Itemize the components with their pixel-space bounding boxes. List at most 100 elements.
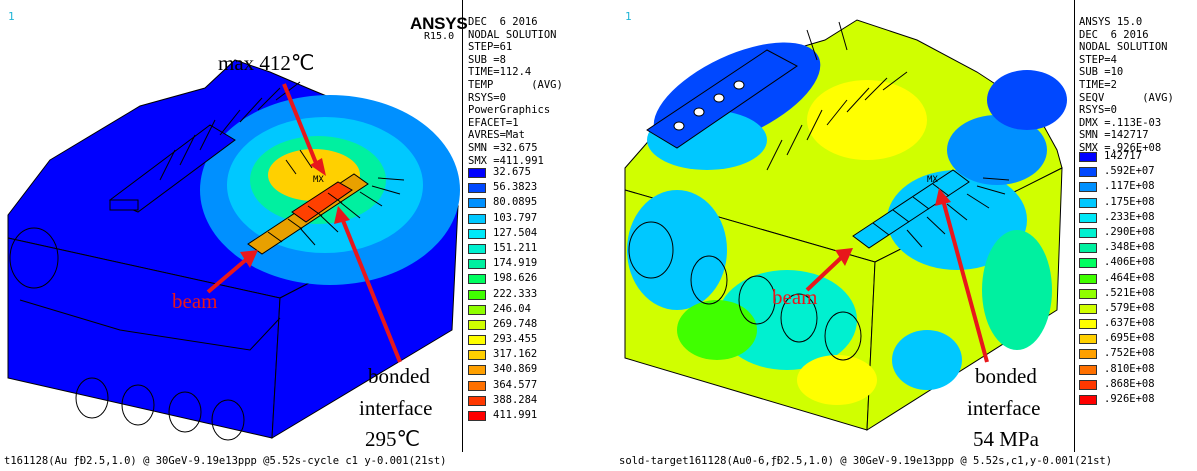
left-arrows: [206, 83, 402, 363]
legend-swatch: [468, 289, 486, 300]
right-stress-value-label: 54 MPa: [973, 427, 1039, 451]
info-line: EFACET=1: [468, 116, 519, 129]
info-line: TIME=2: [1079, 78, 1117, 91]
legend-swatch: [1079, 258, 1097, 269]
legend-value: 246.04: [493, 302, 531, 315]
right-info-block: ANSYS 15.0 DEC 6 2016 NODAL SOLUTION STE…: [1079, 16, 1174, 155]
legend-swatch: [468, 335, 486, 346]
legend-value: 317.162: [493, 348, 538, 361]
left-info-block: DEC 6 2016 NODAL SOLUTION STEP=61 SUB =8…: [468, 16, 563, 167]
legend-value: .752E+08: [1104, 347, 1155, 360]
legend-value: .117E+08: [1104, 180, 1155, 193]
legend-swatch: [1079, 319, 1097, 330]
right-hatch-lines: [766, 21, 1010, 248]
legend-value: .290E+08: [1104, 225, 1155, 238]
legend-swatch: [1079, 243, 1097, 254]
legend-swatch: [1079, 273, 1097, 284]
legend-swatch: [468, 319, 486, 330]
legend-swatch: [1079, 379, 1097, 390]
left-viewport: MX 1 max 412℃ beam bonded interface 295℃: [0, 0, 463, 452]
legend-swatch: [468, 183, 486, 194]
legend-swatch: [468, 380, 486, 391]
info-line: DMX =.113E-03: [1079, 116, 1162, 129]
legend-swatch: [1079, 395, 1097, 405]
legend-swatch: [468, 243, 486, 254]
legend-swatch: [468, 228, 486, 239]
left-hot-spot: [291, 181, 353, 223]
info-line: AVRES=Mat: [468, 129, 525, 142]
left-viewport-number: 1: [8, 10, 15, 23]
info-line: STEP=4: [1079, 53, 1117, 66]
left-mx-marker: MX: [313, 175, 324, 185]
legend-value: 269.748: [493, 317, 538, 330]
info-line: RSYS=0: [468, 91, 506, 104]
legend-value: 174.919: [493, 257, 538, 270]
legend-value: .868E+08: [1104, 377, 1155, 390]
legend-value: .926E+08: [1104, 393, 1155, 405]
legend-swatch: [468, 198, 486, 209]
ansys-logo: ANSYS: [410, 14, 468, 33]
legend-swatch: [1079, 288, 1097, 299]
legend-value: 56.3823: [493, 181, 538, 194]
info-line: SMX =411.991: [468, 154, 544, 167]
legend-value: .348E+08: [1104, 241, 1155, 254]
legend-swatch: [468, 411, 486, 421]
info-line: TEMP (AVG): [468, 78, 563, 91]
legend-value: .175E+08: [1104, 195, 1155, 208]
legend-swatch: [1079, 303, 1097, 314]
info-line: SEQV (AVG): [1079, 91, 1174, 104]
left-temperature-model: MX: [7, 59, 460, 441]
legend-value: 151.211: [493, 241, 538, 254]
left-inner-edge: [19, 299, 281, 351]
legend-swatch: [468, 168, 486, 178]
right-interface-label: interface: [967, 396, 1041, 420]
legend-value: .579E+08: [1104, 301, 1155, 314]
right-panel: MX: [617, 0, 1197, 471]
legend-swatch: [1079, 212, 1097, 223]
left-hatch-lines: [159, 81, 405, 246]
left-interface-label: interface: [359, 396, 433, 420]
legend-swatch: [468, 304, 486, 315]
legend-value: .521E+08: [1104, 286, 1155, 299]
ansys-release: R15.0: [424, 31, 455, 42]
left-panel: MX 1 max 412℃ beam bonded interface 295℃…: [0, 0, 563, 467]
legend-value: 127.504: [493, 226, 538, 239]
legend-swatch: [1079, 197, 1097, 208]
info-line: DEC 6 2016: [1079, 28, 1149, 41]
legend-value: 198.626: [493, 272, 538, 285]
legend-swatch: [468, 365, 486, 376]
legend-swatch: [468, 274, 486, 285]
left-footer: t161128(Au ƒÐ2.5,1.0) @ 30GeV-9.19e13ppp…: [4, 455, 447, 467]
info-line: PowerGraphics: [468, 104, 551, 117]
left-bonded-label: bonded: [368, 364, 430, 388]
legend-value: 411.991: [493, 409, 538, 421]
legend-swatch: [1079, 182, 1097, 193]
info-line: SMN =142717: [1079, 129, 1149, 142]
legend-value: .464E+08: [1104, 271, 1155, 284]
legend-value: 340.869: [493, 363, 538, 376]
legend-swatch: [1079, 334, 1097, 345]
info-line: SMX =.926E+08: [1079, 141, 1162, 154]
left-slab-end: [109, 199, 139, 211]
right-front-holes: [628, 221, 862, 361]
legend-value: 388.284: [493, 393, 538, 406]
info-line: SUB =8: [468, 53, 506, 66]
left-beam-label: beam: [172, 289, 218, 313]
info-line: NODAL SOLUTION: [1079, 41, 1168, 54]
legend-swatch: [1079, 349, 1097, 360]
legend-swatch: [468, 259, 486, 270]
legend-value: .637E+08: [1104, 317, 1155, 330]
legend-value: 103.797: [493, 211, 538, 224]
info-line: SMN =32.675: [468, 141, 538, 154]
right-slab-holes: [673, 80, 745, 131]
info-line: DEC 6 2016: [468, 16, 538, 28]
left-max-label: max 412℃: [218, 51, 315, 75]
legend-value: .592E+07: [1104, 165, 1155, 178]
right-arrows: [805, 188, 989, 363]
left-temp-value-label: 295℃: [365, 427, 421, 451]
legend-swatch: [468, 213, 486, 224]
legend-swatch: [1079, 364, 1097, 375]
right-bonded-label: bonded: [975, 364, 1037, 388]
legend-value: .233E+08: [1104, 210, 1155, 223]
legend-value: 32.675: [493, 166, 531, 178]
